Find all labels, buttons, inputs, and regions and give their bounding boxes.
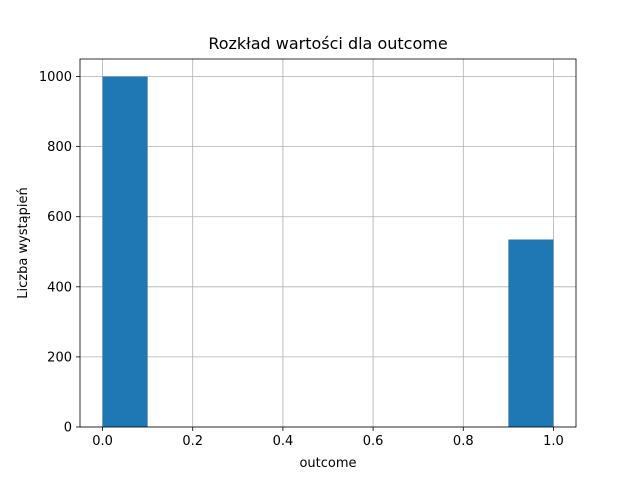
grid-lines	[80, 59, 576, 428]
x-tick-label: 0.2	[182, 434, 203, 449]
x-axis-ticks: 0.0 0.2 0.4 0.6 0.8 1.0	[92, 427, 564, 449]
y-tick-label: 400	[47, 280, 72, 295]
plot-frame	[79, 58, 577, 428]
y-tick-label: 600	[47, 210, 72, 225]
chart-title: Rozkład wartości dla outcome	[208, 34, 447, 53]
y-axis-label: Liczba wystąpień	[16, 187, 31, 298]
y-tick-label: 0	[64, 421, 72, 436]
x-tick-label: 1.0	[543, 434, 564, 449]
histogram-bar	[102, 76, 148, 428]
bars	[102, 76, 554, 428]
x-tick-label: 0.6	[363, 434, 384, 449]
y-axis-ticks: 0 200 400 600 800 1000	[39, 70, 80, 436]
y-tick-label: 200	[47, 350, 72, 365]
x-axis-label: outcome	[299, 456, 356, 471]
axes	[79, 58, 577, 428]
y-tick-label: 1000	[39, 70, 72, 85]
histogram-bar	[508, 239, 554, 427]
x-tick-label: 0.8	[453, 434, 474, 449]
x-tick-label: 0.4	[273, 434, 294, 449]
y-tick-label: 800	[47, 140, 72, 155]
x-tick-label: 0.0	[92, 434, 113, 449]
